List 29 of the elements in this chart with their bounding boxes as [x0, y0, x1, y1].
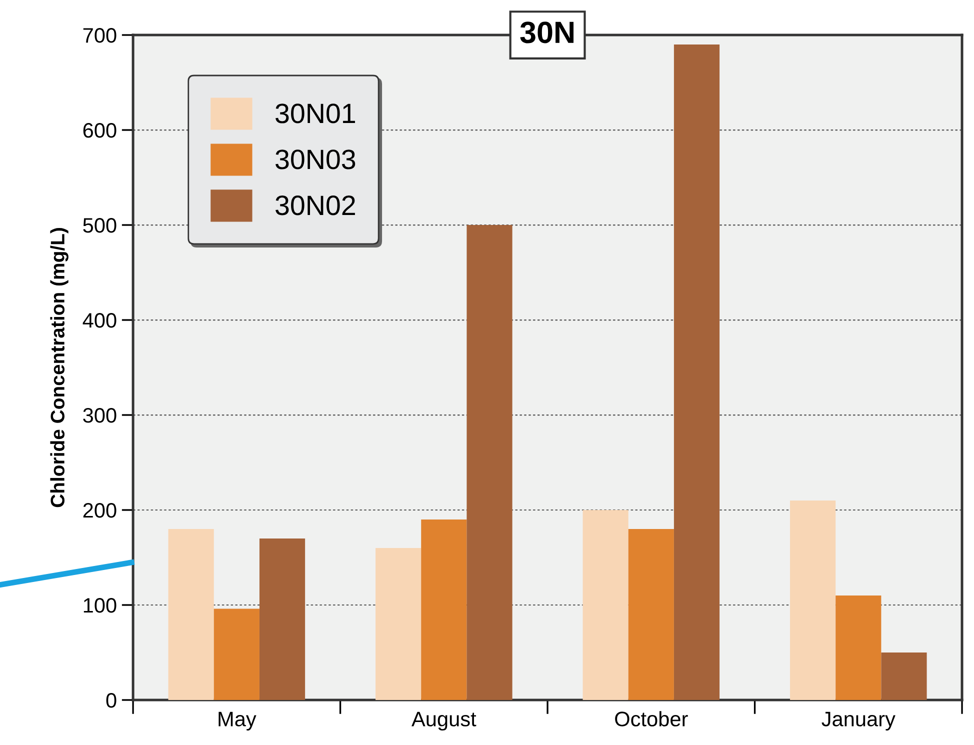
- x-tick-label: May: [218, 712, 256, 731]
- bar: [466, 225, 512, 700]
- bar: [582, 510, 628, 700]
- x-tick-label: January: [822, 712, 896, 731]
- bar: [674, 44, 720, 700]
- chart-title: 30N: [520, 22, 574, 44]
- x-tick-label: August: [412, 712, 476, 731]
- bar: [214, 608, 260, 700]
- x-tick-label: October: [615, 711, 688, 726]
- bar: [881, 652, 927, 700]
- bar: [259, 538, 306, 700]
- y-tick-label: 200: [83, 503, 116, 518]
- bar: [168, 529, 214, 700]
- y-tick-label: 600: [83, 123, 116, 138]
- bar: [421, 520, 467, 700]
- legend-label: 30N02: [276, 196, 355, 216]
- y-tick-label: 100: [84, 598, 116, 613]
- y-tick-label: 700: [83, 28, 116, 43]
- y-axis-title: Chloride Concentration (mg/L): [50, 228, 68, 508]
- legend-label: 30N03: [276, 150, 356, 170]
- y-tick-label: 500: [83, 218, 116, 233]
- y-tick-label: 0: [106, 693, 116, 708]
- bar: [376, 548, 422, 700]
- bar: [790, 500, 836, 700]
- legend-label: 30N01: [276, 104, 355, 124]
- bar: [836, 596, 882, 700]
- y-tick-label: 300: [83, 408, 116, 423]
- y-tick-label: 400: [82, 313, 116, 328]
- bar: [628, 529, 674, 700]
